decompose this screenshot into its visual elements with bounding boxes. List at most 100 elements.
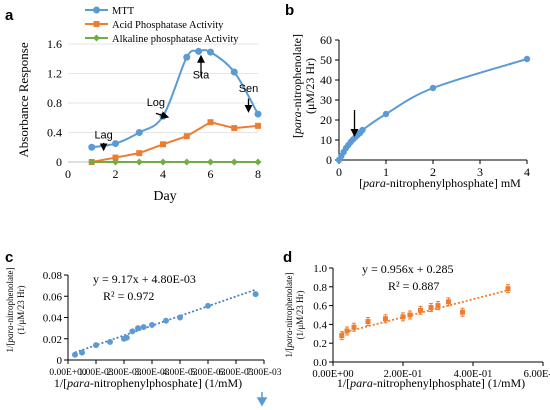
- panel-a-legend-label: MTT: [112, 6, 135, 17]
- panel-d-xtick-label: 6.00E-01: [524, 369, 550, 380]
- panel-c-xtick-label: 0.00E+00: [49, 368, 87, 378]
- panel-c-ylabel-post: -nitrophenolate]: [5, 268, 15, 326]
- panel-a-point-2: [254, 158, 262, 166]
- panel-c-point: [129, 328, 136, 335]
- panel-d-xtick-label: 2.00E-01: [384, 369, 423, 380]
- panel-a-point-2: [112, 158, 119, 166]
- panel-a-xlabel: Day: [153, 189, 176, 204]
- panel-c-ytick-label: 0.02: [43, 334, 62, 346]
- panel-c-ylabel2: (1/μM/23 Hr): [16, 285, 26, 334]
- panel-b-ytick-label: 60: [320, 33, 332, 47]
- panel-a-point-0: [159, 112, 167, 120]
- panel-c-xtick-label: 6.00E-03: [218, 368, 253, 378]
- panel-d-point: [400, 314, 406, 320]
- panel-b-ylabel: [para-nitrophenolate]: [290, 34, 304, 138]
- panel-d-ylabel: 1/[para-nitrophenolate]: [284, 273, 294, 358]
- panel-b-xtick-label: 0: [336, 165, 342, 179]
- panel-d-point: [407, 312, 413, 318]
- panel-d-xlabel-post: -nitrophenylphosphate] (1/mM): [373, 376, 525, 390]
- panel-d-ylabel2: (1/μM/23 Hr): [295, 290, 305, 339]
- panel-c-point: [72, 351, 78, 358]
- panel-c-r2: R² = 0.972: [103, 289, 154, 303]
- panel-d-point: [383, 316, 388, 322]
- panel-a-point-1: [231, 125, 238, 132]
- panel-d-point: [365, 319, 371, 325]
- panel-a-legend-label: Acid Phosphatase Activity: [112, 20, 224, 31]
- panel-a-annotation-arrow: [155, 111, 170, 119]
- panel-c-xlabel: 1/[para-nitrophenylphosphate] (1/mM): [54, 376, 242, 390]
- panel-d-label: d: [283, 249, 292, 266]
- panel-b-ytick-label: 0: [326, 153, 332, 167]
- panel-c-equation: y = 9.17x + 4.80E-03: [93, 272, 196, 286]
- panel-a-point-1: [160, 141, 166, 148]
- panel-d-point: [505, 286, 511, 292]
- panel-d-point: [418, 307, 423, 313]
- panel-a-legend-marker: [93, 6, 100, 14]
- panel-d-chart: 0.0 0.2 0.4 0.6 0.8 1.0 0.00E+00 2.00E-01 4.00E-…: [284, 262, 550, 390]
- panel-a-annotation: Sen: [239, 83, 259, 95]
- panel-a-point-0: [254, 110, 262, 118]
- panel-d-point: [339, 333, 345, 339]
- panel-b-xlabel-post: -nitrophenylphosphate] mM: [386, 176, 521, 190]
- panel-b-point: [429, 84, 437, 92]
- panel-a-point-2: [135, 158, 143, 166]
- panel-c-point: [123, 334, 130, 341]
- panel-d-ylabel-pre: 1/[: [284, 347, 294, 357]
- panel-b-xtick-label: 3: [477, 165, 483, 179]
- panel-c-ylabel-pre: 1/[: [5, 342, 15, 352]
- panel-b-ylabel-post: -nitrophenolate]: [290, 34, 304, 111]
- panel-a-xtick-label: 4: [160, 167, 166, 181]
- panel-d-ytick-label: 0.6: [313, 301, 327, 313]
- panel-c-xlabel-post: -nitrophenylphosphate] (1/mM): [90, 376, 242, 390]
- panel-a-xtick-label: 8: [255, 167, 261, 181]
- panel-a-ytick-label: 0.8: [47, 96, 62, 110]
- panel-b-xlabel: [para-nitrophenylphosphate] mM: [359, 176, 521, 190]
- panel-b-ylabel2: (μM/23 Hr): [303, 58, 317, 114]
- panel-b-ytick-label: 20: [320, 113, 332, 127]
- panel-a-ytick-label: 1.2: [47, 67, 62, 81]
- panel-b-xtick-label: 4: [524, 165, 530, 179]
- panel-d-xtick-label: 0.00E+00: [312, 369, 353, 380]
- panel-a-point-0: [195, 47, 203, 55]
- panel-d-trendline: [341, 289, 509, 334]
- panel-d-xtick-label: 4.00E-01: [454, 369, 493, 380]
- panel-b-xtick-label: 1: [383, 165, 389, 179]
- panel-b-ytick-label: 40: [320, 73, 332, 87]
- panel-a-point-2: [183, 158, 191, 166]
- panel-a-point-0: [207, 48, 214, 56]
- panel-b-point: [523, 55, 531, 63]
- panel-a-point-0: [183, 53, 191, 61]
- panel-b-ytick-label: 30: [320, 93, 332, 107]
- panel-a-annotation: Lag: [94, 129, 112, 141]
- panel-a-legend-marker: [93, 34, 100, 42]
- panel-d-r2: R² = 0.887: [388, 279, 439, 293]
- panel-a-point-0: [88, 143, 96, 151]
- panel-c-ytick-label: 0: [57, 355, 63, 367]
- panel-a-annotation: Log: [147, 97, 165, 109]
- panel-a-point-2: [159, 158, 167, 166]
- panel-d-ytick-label: 0.2: [313, 338, 327, 350]
- panel-c-point: [140, 324, 147, 331]
- panel-c-ylabel: 1/[para-nitrophenolate]: [5, 268, 15, 353]
- panel-a-xtick-label: 2: [113, 167, 119, 181]
- panel-a-point-2: [207, 158, 214, 166]
- panel-d-equation: y = 0.956x + 0.285: [362, 262, 454, 276]
- panel-a-point-1: [112, 154, 119, 161]
- panel-a-xtick-label: 0: [65, 167, 71, 181]
- panel-c-down-arrow-icon: [256, 392, 268, 407]
- panel-b-ylabel-pre: [: [290, 134, 304, 138]
- panel-a-point-1: [207, 119, 214, 126]
- panel-c-ylabel-italic: para: [5, 325, 15, 344]
- panel-c-point: [149, 321, 155, 328]
- panel-d-xlabel-italic: para: [349, 376, 373, 390]
- panel-d-ylabel-italic: para: [284, 330, 294, 349]
- panel-b-label: b: [285, 2, 294, 19]
- panel-c-point: [177, 314, 183, 321]
- panel-a-point-0: [135, 129, 143, 136]
- panel-b-ytick-label: 10: [320, 133, 332, 147]
- panel-a-point-1: [183, 133, 190, 140]
- panel-a-ytick-label: 0.4: [47, 126, 62, 140]
